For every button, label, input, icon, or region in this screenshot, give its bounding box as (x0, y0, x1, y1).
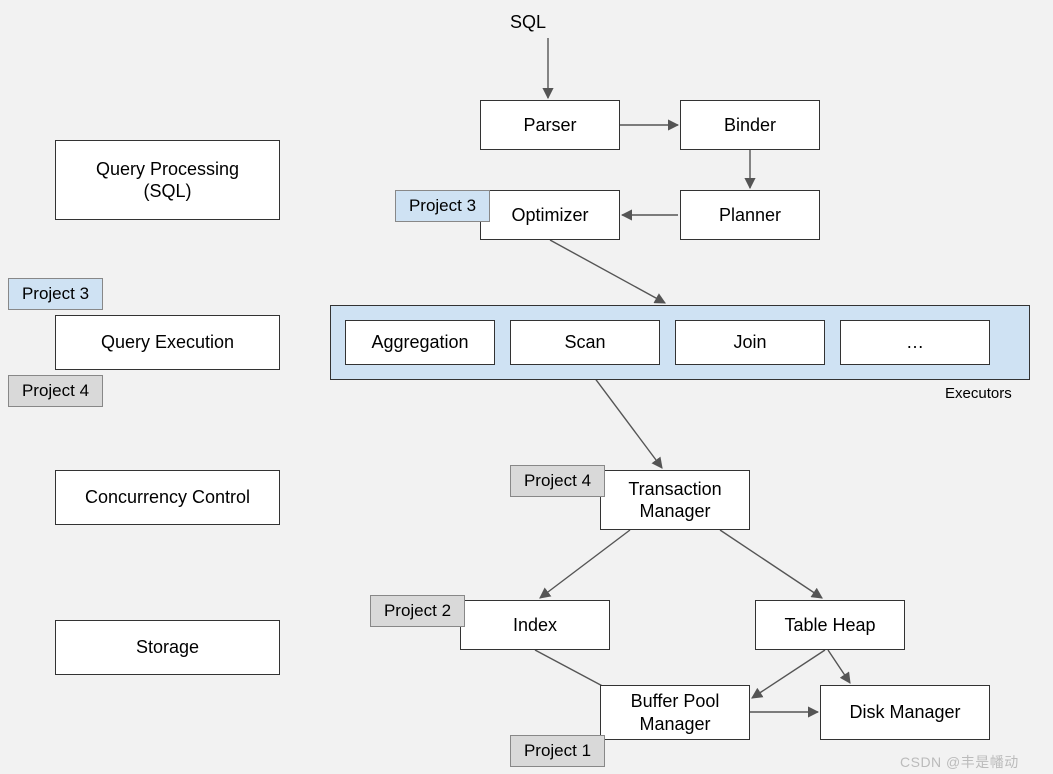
project1-bpm-tag: Project 1 (510, 735, 605, 767)
join-node: Join (675, 320, 825, 365)
concurrency-control-box: Concurrency Control (55, 470, 280, 525)
disk-manager-node: Disk Manager (820, 685, 990, 740)
binder-node: Binder (680, 100, 820, 150)
scan-node: Scan (510, 320, 660, 365)
transaction-manager-node: Transaction Manager (600, 470, 750, 530)
buffer-pool-manager-node: Buffer Pool Manager (600, 685, 750, 740)
table-heap-node: Table Heap (755, 600, 905, 650)
optimizer-node: Optimizer (480, 190, 620, 240)
project3-optimizer-tag: Project 3 (395, 190, 490, 222)
sql-label: SQL (510, 12, 546, 33)
planner-node: Planner (680, 190, 820, 240)
watermark-text: CSDN @丰是幡动 (900, 752, 1019, 772)
project4-execution-tag: Project 4 (8, 375, 103, 407)
parser-node: Parser (480, 100, 620, 150)
executors-label: Executors (945, 385, 1012, 402)
storage-box: Storage (55, 620, 280, 675)
index-node: Index (460, 600, 610, 650)
aggregation-node: Aggregation (345, 320, 495, 365)
project4-txn-tag: Project 4 (510, 465, 605, 497)
more-node: … (840, 320, 990, 365)
project2-index-tag: Project 2 (370, 595, 465, 627)
query-processing-box: Query Processing (SQL) (55, 140, 280, 220)
project3-execution-tag: Project 3 (8, 278, 103, 310)
query-execution-box: Query Execution (55, 315, 280, 370)
